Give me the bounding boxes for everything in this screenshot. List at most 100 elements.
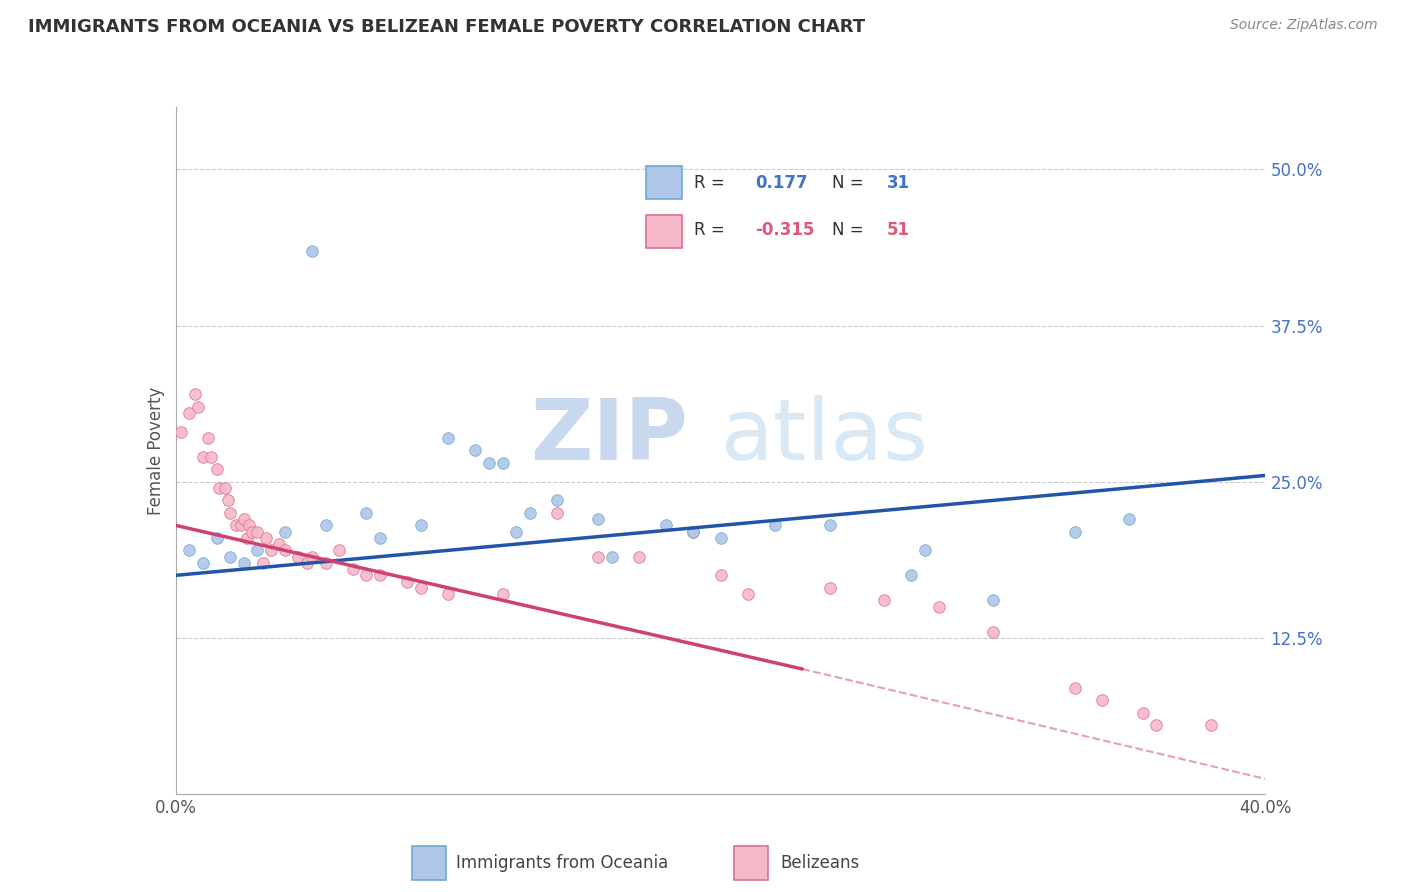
Point [274, 543, 297, 558]
Text: -0.315: -0.315 [755, 221, 815, 239]
Point [1063, 681, 1085, 695]
Point [186, 400, 209, 414]
Point [818, 581, 841, 595]
Text: 0.177: 0.177 [755, 174, 808, 192]
Point [232, 556, 254, 570]
Point [274, 524, 297, 539]
FancyBboxPatch shape [645, 167, 682, 200]
Point [170, 425, 193, 439]
Point [197, 431, 219, 445]
Point [464, 443, 486, 458]
Point [260, 543, 283, 558]
Text: Source: ZipAtlas.com: Source: ZipAtlas.com [1230, 18, 1378, 32]
Point [295, 556, 318, 570]
Text: N =: N = [832, 174, 863, 192]
Point [492, 456, 515, 470]
Point [219, 549, 242, 564]
Point [254, 531, 277, 545]
Point [396, 574, 419, 589]
Point [655, 518, 678, 533]
Point [315, 518, 337, 533]
Point [1199, 718, 1222, 732]
Point [231, 518, 253, 533]
Point [928, 599, 950, 614]
Point [1144, 718, 1167, 732]
FancyBboxPatch shape [734, 846, 768, 880]
Point [437, 431, 460, 445]
Point [981, 593, 1004, 607]
FancyBboxPatch shape [412, 846, 446, 880]
Point [873, 593, 896, 607]
Point [219, 506, 242, 520]
Point [492, 587, 515, 601]
Point [246, 543, 269, 558]
Point [900, 568, 922, 582]
Point [179, 543, 201, 558]
Point [368, 568, 391, 582]
Text: ZIP: ZIP [530, 395, 688, 478]
Text: R =: R = [695, 174, 725, 192]
Point [1132, 706, 1154, 720]
Point [232, 512, 254, 526]
Point [409, 581, 432, 595]
Text: 51: 51 [887, 221, 910, 239]
Text: IMMIGRANTS FROM OCEANIA VS BELIZEAN FEMALE POVERTY CORRELATION CHART: IMMIGRANTS FROM OCEANIA VS BELIZEAN FEMA… [28, 18, 865, 36]
Point [342, 562, 364, 576]
Point [546, 506, 568, 520]
Point [682, 524, 704, 539]
Point [586, 512, 609, 526]
Point [240, 524, 263, 539]
Y-axis label: Female Poverty: Female Poverty [146, 386, 165, 515]
Point [981, 624, 1004, 639]
Point [818, 518, 841, 533]
Point [505, 524, 527, 539]
Text: N =: N = [832, 221, 863, 239]
Point [238, 518, 260, 533]
Point [315, 556, 337, 570]
Point [409, 518, 432, 533]
Text: 31: 31 [887, 174, 910, 192]
Point [356, 506, 378, 520]
Point [179, 406, 201, 420]
Text: atlas: atlas [721, 395, 928, 478]
Point [252, 556, 274, 570]
Point [1118, 512, 1140, 526]
Point [200, 450, 222, 464]
Point [184, 387, 207, 401]
Point [914, 543, 936, 558]
Point [478, 456, 501, 470]
Point [356, 568, 378, 582]
Point [214, 481, 236, 495]
Point [205, 531, 228, 545]
Point [546, 493, 568, 508]
Point [710, 568, 733, 582]
Point [600, 549, 623, 564]
Point [1063, 524, 1085, 539]
Point [328, 543, 350, 558]
Text: Immigrants from Oceania: Immigrants from Oceania [456, 854, 668, 872]
Point [246, 524, 269, 539]
Point [519, 506, 541, 520]
Point [269, 537, 291, 551]
FancyBboxPatch shape [645, 215, 682, 248]
Point [235, 531, 257, 545]
Point [627, 549, 650, 564]
Point [208, 481, 231, 495]
Point [217, 493, 239, 508]
Point [205, 462, 228, 476]
Point [287, 549, 309, 564]
Point [368, 531, 391, 545]
Point [191, 450, 214, 464]
Text: R =: R = [695, 221, 725, 239]
Point [710, 531, 733, 545]
Point [682, 524, 704, 539]
Point [225, 518, 247, 533]
Point [301, 549, 323, 564]
Point [763, 518, 786, 533]
Point [191, 556, 214, 570]
Point [437, 587, 460, 601]
Point [301, 244, 323, 258]
Text: Belizeans: Belizeans [780, 854, 859, 872]
Point [586, 549, 609, 564]
Point [737, 587, 759, 601]
